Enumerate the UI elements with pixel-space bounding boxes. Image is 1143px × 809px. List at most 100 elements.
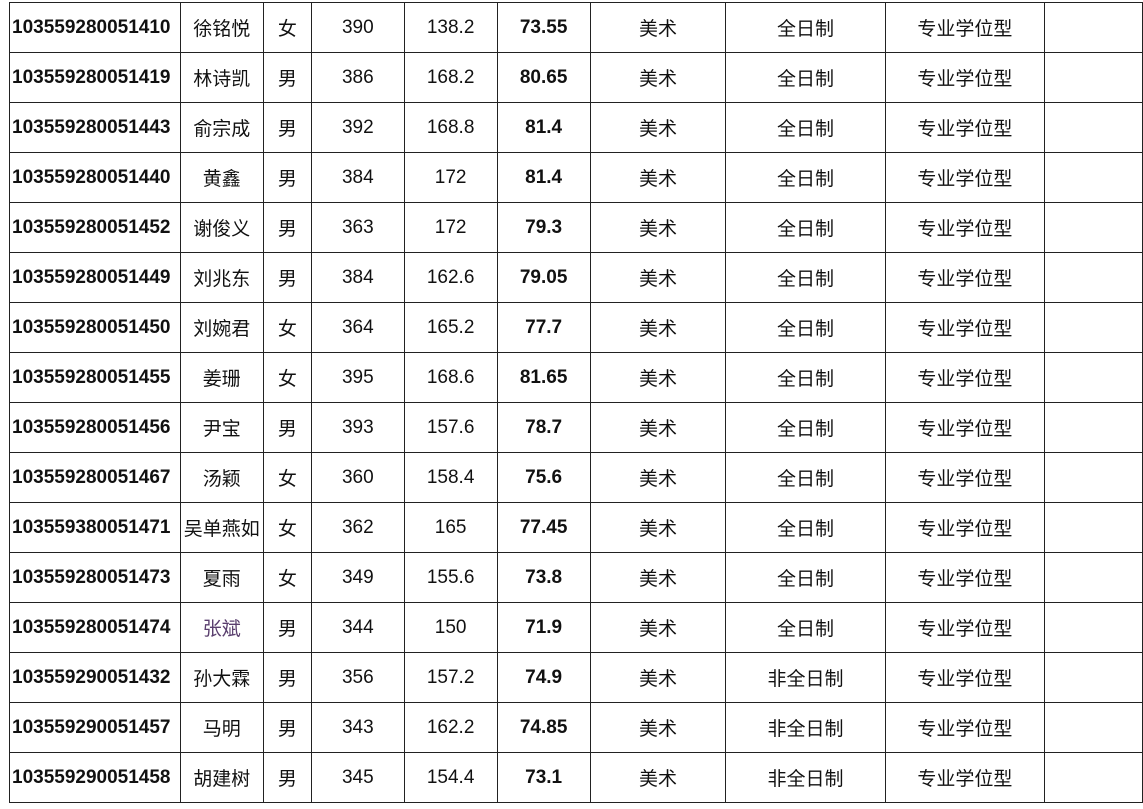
cell-retest-score: 150 bbox=[403, 602, 498, 653]
cell-name: 黄鑫 bbox=[179, 152, 264, 203]
cell-degree-type: 专业学位型 bbox=[884, 52, 1046, 103]
cell-total-score: 80.65 bbox=[496, 52, 591, 103]
cell-study-mode: 非全日制 bbox=[725, 752, 886, 803]
cell-degree-type: 专业学位型 bbox=[884, 202, 1046, 253]
cell-major: 美术 bbox=[589, 702, 727, 753]
cell-total-score: 73.1 bbox=[496, 752, 591, 803]
table-row: 103559290051458 胡建树男 345 154.4 73.1 美术 非全日制 专业学… bbox=[9, 752, 1143, 803]
cell-name: 夏雨 bbox=[179, 552, 264, 603]
cell-major: 美术 bbox=[589, 302, 727, 353]
cell-study-mode: 全日制 bbox=[725, 302, 886, 353]
cell-initial-score: 386 bbox=[311, 52, 405, 103]
cell-gender: 男 bbox=[262, 602, 313, 653]
cell-retest-score: 172 bbox=[403, 152, 498, 203]
cell-candidate-id: 103559280051450 bbox=[9, 302, 181, 353]
cell-retest-score: 157.6 bbox=[403, 402, 498, 453]
cell-note bbox=[1044, 102, 1143, 153]
cell-candidate-id: 103559280051443 bbox=[9, 102, 181, 153]
cell-initial-score: 356 bbox=[311, 652, 405, 703]
cell-study-mode: 全日制 bbox=[725, 2, 886, 53]
cell-degree-type: 专业学位型 bbox=[884, 2, 1046, 53]
cell-initial-score: 363 bbox=[311, 202, 405, 253]
cell-candidate-id: 103559280051440 bbox=[9, 152, 181, 203]
cell-name: 刘婉君 bbox=[179, 302, 264, 353]
cell-gender: 男 bbox=[262, 102, 313, 153]
cell-name: 徐铭悦 bbox=[179, 2, 264, 53]
cell-name: 汤颖 bbox=[179, 452, 264, 503]
cell-initial-score: 392 bbox=[311, 102, 405, 153]
cell-candidate-id: 103559290051458 bbox=[9, 752, 181, 803]
cell-retest-score: 154.4 bbox=[403, 752, 498, 803]
cell-major: 美术 bbox=[589, 2, 727, 53]
table-body: 103559280051410 徐铭悦女 390 138.2 73.55 美术 全日制 专业学… bbox=[9, 2, 1143, 803]
cell-initial-score: 344 bbox=[311, 602, 405, 653]
cell-name: 胡建树 bbox=[179, 752, 264, 803]
cell-total-score: 73.55 bbox=[496, 2, 591, 53]
cell-major: 美术 bbox=[589, 102, 727, 153]
cell-major: 美术 bbox=[589, 502, 727, 553]
cell-note bbox=[1044, 552, 1143, 603]
cell-candidate-id: 103559280051456 bbox=[9, 402, 181, 453]
table-row: 103559280051450 刘婉君女 364 165.2 77.7 美术 全日制 专业学位… bbox=[9, 302, 1143, 353]
cell-major: 美术 bbox=[589, 402, 727, 453]
cell-total-score: 77.45 bbox=[496, 502, 591, 553]
cell-degree-type: 专业学位型 bbox=[884, 152, 1046, 203]
cell-major: 美术 bbox=[589, 202, 727, 253]
table-row: 103559280051440 黄鑫男 384 172 81.4 美术 全日制 专业学位型 bbox=[9, 152, 1143, 203]
cell-degree-type: 专业学位型 bbox=[884, 102, 1046, 153]
table-row: 103559280051456 尹宝男 393 157.6 78.7 美术 全日制 专业学位型 bbox=[9, 402, 1143, 453]
cell-candidate-id: 103559290051457 bbox=[9, 702, 181, 753]
cell-degree-type: 专业学位型 bbox=[884, 402, 1046, 453]
cell-retest-score: 158.4 bbox=[403, 452, 498, 503]
cell-name: 张斌 bbox=[179, 602, 264, 653]
table-row: 103559290051432 孙大霖男 356 157.2 74.9 美术 非全日制 专业学… bbox=[9, 652, 1143, 703]
cell-note bbox=[1044, 152, 1143, 203]
cell-gender: 男 bbox=[262, 252, 313, 303]
cell-total-score: 74.9 bbox=[496, 652, 591, 703]
cell-study-mode: 全日制 bbox=[725, 352, 886, 403]
cell-note bbox=[1044, 602, 1143, 653]
cell-degree-type: 专业学位型 bbox=[884, 702, 1046, 753]
cell-degree-type: 专业学位型 bbox=[884, 752, 1046, 803]
cell-name: 马明 bbox=[179, 702, 264, 753]
cell-gender: 男 bbox=[262, 702, 313, 753]
table-row: 103559280051449 刘兆东男 384 162.6 79.05 美术 全日制 专业学… bbox=[9, 252, 1143, 303]
cell-retest-score: 162.6 bbox=[403, 252, 498, 303]
cell-degree-type: 专业学位型 bbox=[884, 502, 1046, 553]
cell-initial-score: 345 bbox=[311, 752, 405, 803]
cell-initial-score: 349 bbox=[311, 552, 405, 603]
cell-candidate-id: 103559280051452 bbox=[9, 202, 181, 253]
cell-study-mode: 全日制 bbox=[725, 402, 886, 453]
cell-candidate-id: 103559380051471 bbox=[9, 502, 181, 553]
table-row: 103559280051410 徐铭悦女 390 138.2 73.55 美术 全日制 专业学… bbox=[9, 2, 1143, 53]
table-row: 103559280051419 林诗凯男 386 168.2 80.65 美术 全日制 专业学… bbox=[9, 52, 1143, 103]
cell-major: 美术 bbox=[589, 352, 727, 403]
cell-degree-type: 专业学位型 bbox=[884, 302, 1046, 353]
cell-total-score: 81.65 bbox=[496, 352, 591, 403]
table-row: 103559290051457 马明男 343 162.2 74.85 美术 非全日制 专业学… bbox=[9, 702, 1143, 753]
cell-total-score: 79.3 bbox=[496, 202, 591, 253]
cell-major: 美术 bbox=[589, 652, 727, 703]
table-row: 103559280051452 谢俊义男 363 172 79.3 美术 全日制 专业学位型 bbox=[9, 202, 1143, 253]
cell-note bbox=[1044, 252, 1143, 303]
cell-candidate-id: 103559290051432 bbox=[9, 652, 181, 703]
cell-initial-score: 364 bbox=[311, 302, 405, 353]
cell-note bbox=[1044, 652, 1143, 703]
cell-study-mode: 全日制 bbox=[725, 102, 886, 153]
cell-name: 俞宗成 bbox=[179, 102, 264, 153]
cell-note bbox=[1044, 502, 1143, 553]
cell-retest-score: 168.8 bbox=[403, 102, 498, 153]
cell-study-mode: 非全日制 bbox=[725, 652, 886, 703]
cell-gender: 女 bbox=[262, 452, 313, 503]
cell-retest-score: 157.2 bbox=[403, 652, 498, 703]
cell-gender: 女 bbox=[262, 302, 313, 353]
admission-results-table: 103559280051410 徐铭悦女 390 138.2 73.55 美术 全日制 专业学… bbox=[9, 2, 1143, 803]
cell-initial-score: 384 bbox=[311, 252, 405, 303]
cell-total-score: 71.9 bbox=[496, 602, 591, 653]
cell-gender: 男 bbox=[262, 52, 313, 103]
cell-note bbox=[1044, 452, 1143, 503]
cell-initial-score: 390 bbox=[311, 2, 405, 53]
cell-name: 孙大霖 bbox=[179, 652, 264, 703]
cell-major: 美术 bbox=[589, 552, 727, 603]
cell-initial-score: 395 bbox=[311, 352, 405, 403]
